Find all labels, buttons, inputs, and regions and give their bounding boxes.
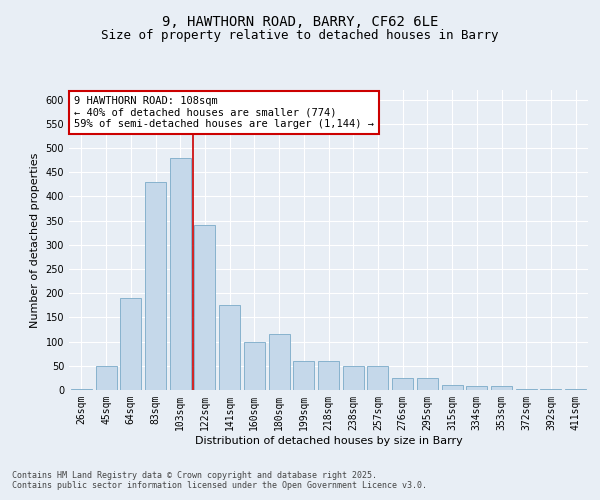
Bar [269,334,290,390]
Bar [194,226,215,390]
Bar [491,386,512,390]
Bar [343,366,364,390]
Text: 9 HAWTHORN ROAD: 108sqm
← 40% of detached houses are smaller (774)
59% of semi-d: 9 HAWTHORN ROAD: 108sqm ← 40% of detache… [74,96,374,129]
Text: 9, HAWTHORN ROAD, BARRY, CF62 6LE: 9, HAWTHORN ROAD, BARRY, CF62 6LE [162,16,438,30]
Bar [170,158,191,390]
Bar [565,389,586,390]
Bar [219,306,240,390]
Bar [244,342,265,390]
Bar [442,385,463,390]
Bar [367,366,388,390]
Bar [417,378,438,390]
Bar [293,361,314,390]
Bar [466,386,487,390]
Text: Size of property relative to detached houses in Barry: Size of property relative to detached ho… [101,28,499,42]
X-axis label: Distribution of detached houses by size in Barry: Distribution of detached houses by size … [194,436,463,446]
Bar [95,366,116,390]
Bar [541,389,562,390]
Bar [516,389,537,390]
Bar [120,298,141,390]
Y-axis label: Number of detached properties: Number of detached properties [30,152,40,328]
Text: Contains HM Land Registry data © Crown copyright and database right 2025.
Contai: Contains HM Land Registry data © Crown c… [12,470,427,490]
Bar [145,182,166,390]
Bar [71,388,92,390]
Bar [392,378,413,390]
Bar [318,361,339,390]
